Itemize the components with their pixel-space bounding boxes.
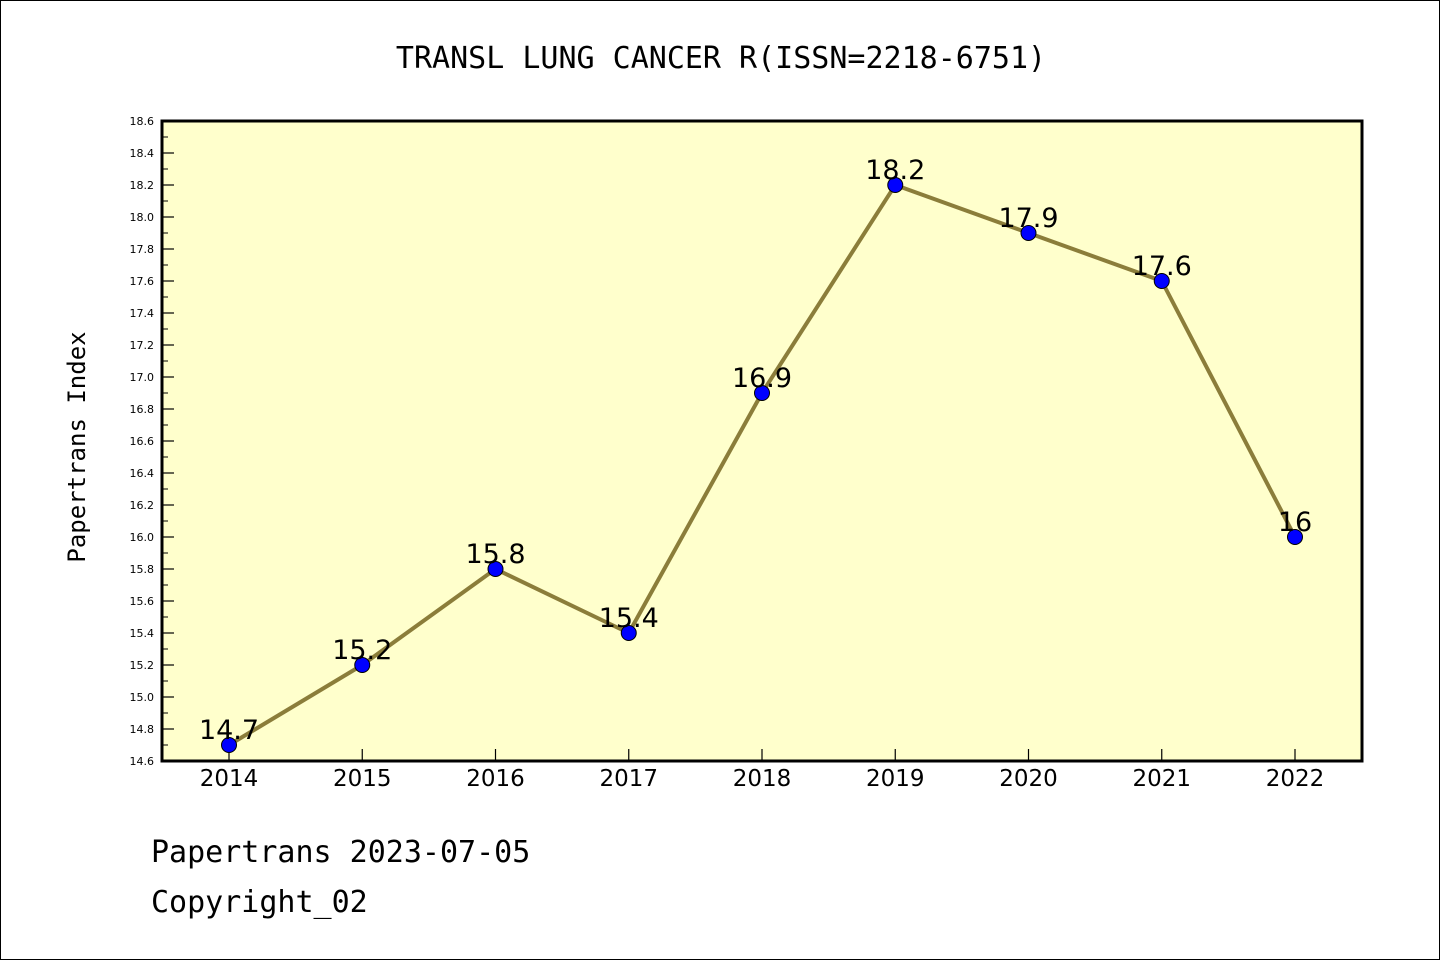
y-tick-label: 18.4	[130, 147, 155, 160]
data-point	[887, 177, 904, 193]
y-tick-label: 17.2	[130, 339, 155, 352]
y-tick-label: 14.8	[130, 723, 155, 736]
x-axis: 2014 2015 2016 2017 2018 2019 2020 2021 2022	[200, 749, 1325, 792]
x-tick-label: 2017	[599, 766, 658, 792]
footer-date: Papertrans 2023-07-05	[151, 835, 531, 870]
y-tick-label: 16.8	[130, 403, 155, 416]
y-axis-label: Papertrans Index	[63, 331, 91, 562]
y-tick-label: 15.6	[130, 595, 155, 608]
y-tick-label: 17.0	[130, 371, 155, 384]
data-point	[487, 561, 504, 577]
x-tick-label: 2018	[733, 766, 792, 792]
data-label: 15.8	[465, 539, 525, 570]
y-tick-label: 15.0	[130, 691, 155, 704]
y-tick-label: 15.2	[130, 659, 155, 672]
y-tick-label: 16.6	[130, 435, 155, 448]
data-point	[1153, 273, 1170, 289]
data-label: 16.9	[732, 363, 792, 394]
y-tick-label: 18.0	[130, 211, 155, 224]
x-tick-label: 2016	[466, 766, 525, 792]
data-point	[620, 625, 637, 641]
y-axis: 14.6 14.8 15.0 15.2 15.4 15.6 15.8 16.0 16.2 16.4…	[130, 115, 174, 768]
data-points	[221, 177, 1303, 753]
y-tick-label: 15.8	[130, 563, 155, 576]
footer-copyright: Copyright_02	[151, 885, 368, 920]
y-tick-label: 16.4	[130, 467, 155, 480]
data-point	[754, 385, 770, 401]
data-label: 14.7	[199, 715, 259, 746]
data-label: 17.9	[998, 203, 1058, 234]
data-labels: 14.7 15.2 15.8 15.4 16.9 18.2 17.9 17.6 16	[199, 155, 1312, 746]
data-label: 15.4	[599, 603, 659, 634]
data-label: 16	[1278, 507, 1312, 538]
data-point	[1020, 225, 1037, 241]
x-tick-label: 2015	[333, 766, 392, 792]
data-label: 15.2	[332, 635, 392, 666]
x-tick-label: 2014	[200, 766, 259, 792]
y-tick-label: 17.8	[130, 243, 155, 256]
plot-border	[160, 119, 1364, 763]
y-tick-label: 16.0	[130, 531, 155, 544]
data-label: 17.6	[1132, 251, 1192, 282]
x-tick-label: 2019	[866, 766, 925, 792]
y-tick-label: 16.2	[130, 499, 155, 512]
data-label: 18.2	[865, 155, 925, 186]
data-point	[221, 737, 237, 753]
y-tick-label: 14.6	[130, 755, 155, 768]
data-point	[1287, 529, 1303, 545]
y-tick-label: 17.4	[130, 307, 155, 320]
y-tick-label: 18.6	[130, 115, 155, 128]
x-tick-label: 2021	[1132, 766, 1191, 792]
x-tick-label: 2020	[999, 766, 1058, 792]
y-tick-label: 17.6	[130, 275, 155, 288]
chart-title: TRANSL LUNG CANCER R(ISSN=2218-6751)	[396, 41, 1046, 76]
plot-area	[162, 121, 1362, 761]
data-point	[354, 657, 371, 673]
x-tick-label: 2022	[1266, 766, 1325, 792]
y-tick-label: 18.2	[130, 179, 155, 192]
y-tick-label: 15.4	[130, 627, 155, 640]
